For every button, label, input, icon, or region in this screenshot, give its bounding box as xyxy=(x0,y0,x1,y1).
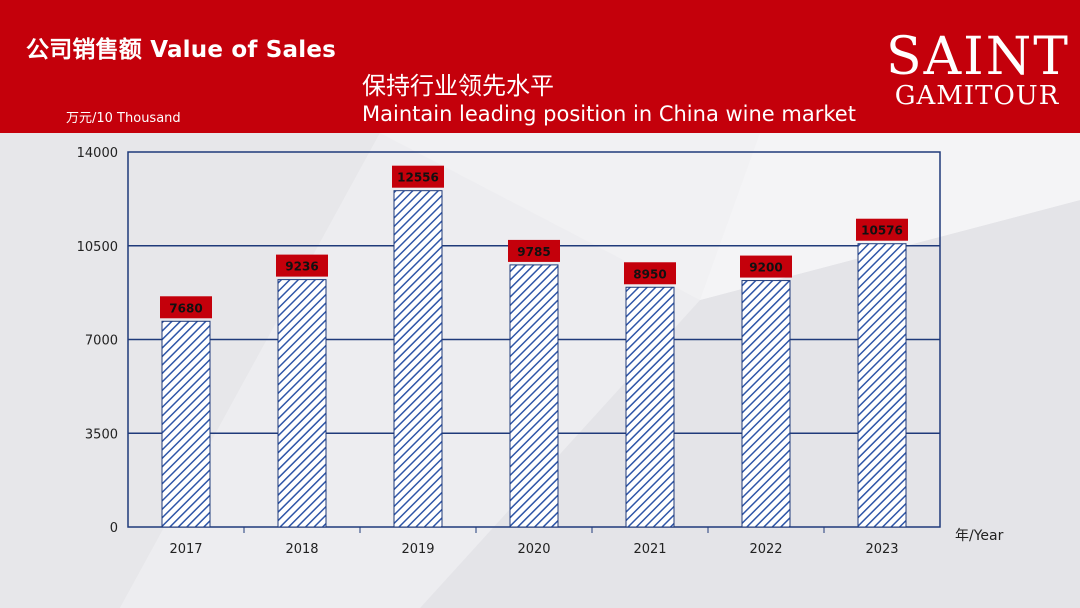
data-label-box xyxy=(160,296,212,319)
data-label-box xyxy=(856,218,908,241)
y-tick-label: 3500 xyxy=(85,427,118,442)
y-tick-label: 7000 xyxy=(85,334,118,349)
data-label-box xyxy=(740,255,792,278)
x-tick-label: 2021 xyxy=(633,542,666,557)
bar xyxy=(741,280,791,528)
x-tick-label: 2018 xyxy=(285,542,318,557)
header-banner xyxy=(0,0,1080,133)
y-unit-label: 万元/10 Thousand xyxy=(66,111,181,126)
data-label: 9236 xyxy=(285,260,318,274)
x-tick-label: 2020 xyxy=(517,542,550,557)
data-label-box xyxy=(392,165,444,188)
page-title: 公司销售额 Value of Sales xyxy=(26,37,337,63)
logo-top-text: SAINT xyxy=(886,27,1070,87)
subtitle-english: Maintain leading position in China wine … xyxy=(362,102,856,126)
bar xyxy=(625,286,675,528)
data-label: 9200 xyxy=(749,261,782,275)
bar xyxy=(277,279,327,528)
data-label: 10576 xyxy=(861,224,903,238)
x-tick-label: 2017 xyxy=(169,542,202,557)
x-tick-label: 2023 xyxy=(865,542,898,557)
y-tick-label: 14000 xyxy=(77,146,118,161)
data-label: 8950 xyxy=(633,267,666,281)
bar xyxy=(509,264,559,528)
bar xyxy=(857,243,907,528)
bar xyxy=(393,190,443,528)
data-label: 12556 xyxy=(397,171,439,185)
x-tick-label: 2022 xyxy=(749,542,782,557)
logo-bottom-text: GAMITOUR xyxy=(894,81,1060,111)
x-tick-label: 2019 xyxy=(401,542,434,557)
brand-logo: SAINT GAMITOUR xyxy=(886,30,1068,110)
data-label-box xyxy=(276,254,328,277)
x-axis-label: 年/Year xyxy=(955,528,1004,544)
data-label-box xyxy=(508,239,560,262)
bar xyxy=(161,320,211,528)
y-tick-label: 10500 xyxy=(77,240,118,255)
data-label-box xyxy=(624,262,676,285)
subtitle-chinese: 保持行业领先水平 xyxy=(362,72,554,100)
data-label: 7680 xyxy=(169,301,202,315)
data-label: 9785 xyxy=(517,245,550,259)
y-tick-label: 0 xyxy=(110,521,118,536)
